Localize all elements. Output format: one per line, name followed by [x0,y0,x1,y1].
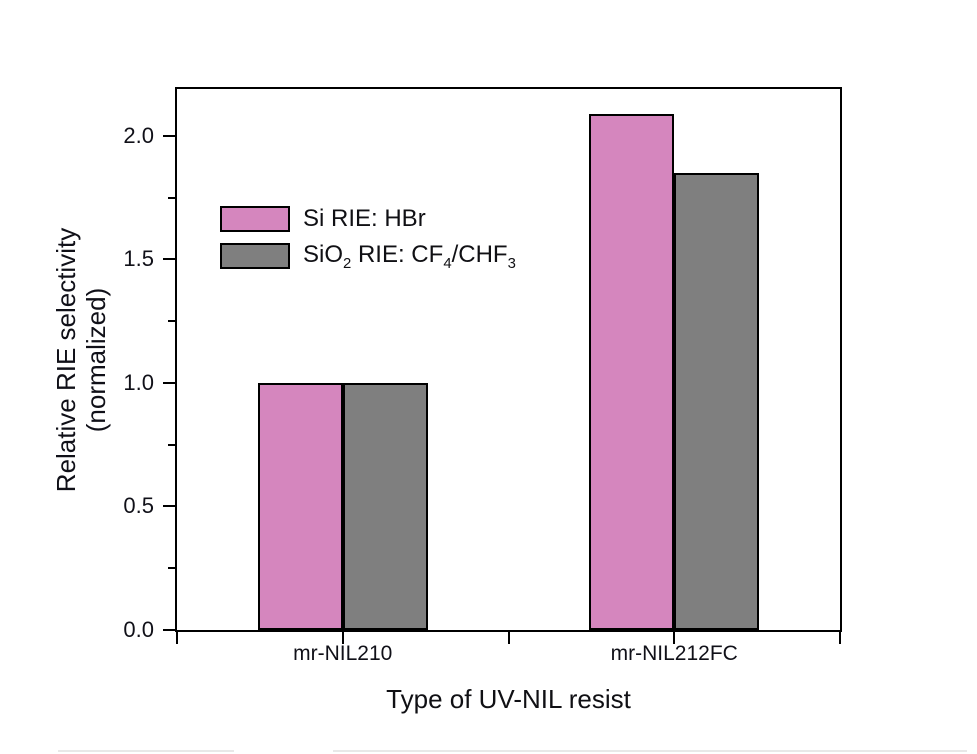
y-major-tick [163,134,175,137]
legend-label-subscript: 4 [443,255,452,272]
y-minor-tick [168,320,175,323]
y-tick-label: 2.0 [123,122,154,148]
bar-mr-NIL212FC-series2 [674,173,760,630]
y-major-tick [163,505,175,508]
x-tick [176,632,178,644]
y-tick-label: 1.5 [123,246,154,272]
bar-mr-NIL210-series1 [257,383,343,630]
bar-mr-NIL210-series2 [342,383,428,630]
y-major-tick [163,381,175,384]
legend-label: Si RIE: HBr [303,206,426,232]
legend-item: Si RIE: HBr [220,206,516,232]
y-axis-title-line2: (normalized) [81,287,111,433]
x-tick [673,632,676,644]
y-minor-tick [168,567,175,570]
legend-label-text: SiO [303,240,344,268]
legend-label-subscript: 2 [343,255,352,272]
page-edge-artifact-left [58,750,234,752]
x-tick-label: mr-NIL210 [293,642,393,665]
legend-label-text: /CHF [451,240,508,268]
y-axis-title: Relative RIE selectivity (normalized) [51,227,112,493]
y-major-tick [163,258,175,261]
y-axis-title-line1: Relative RIE selectivity [51,227,82,493]
legend-swatch [220,243,290,269]
y-tick-label: 0.0 [123,617,154,642]
x-axis-title: Type of UV-NIL resist [386,684,631,714]
legend-label: SiO2 RIE: CF4/CHF3 [303,240,516,272]
page-edge-artifact-right [333,750,967,752]
x-tick [341,632,344,644]
legend-label-text: RIE: CF [351,240,444,268]
legend-label-subscript: 3 [507,255,516,272]
bar-mr-NIL212FC-series1 [589,113,675,630]
x-tick [839,632,841,644]
y-minor-tick [168,196,175,199]
x-tick [507,632,510,644]
legend: Si RIE: HBr SiO2 RIE: CF4/CHF3 [220,206,516,280]
x-tick-label: mr-NIL212FC [610,642,738,665]
legend-label-text: Si RIE: HBr [303,205,426,232]
legend-swatch [220,206,290,232]
y-tick-label: 1.0 [123,369,154,395]
plot-area: Si RIE: HBr SiO2 RIE: CF4/CHF3 0.0 0.5 1.0 1… [123,87,842,665]
y-tick-label: 0.5 [123,493,154,519]
y-minor-tick [168,443,175,446]
legend-item: SiO2 RIE: CF4/CHF3 [220,240,516,272]
y-major-tick [163,629,175,631]
